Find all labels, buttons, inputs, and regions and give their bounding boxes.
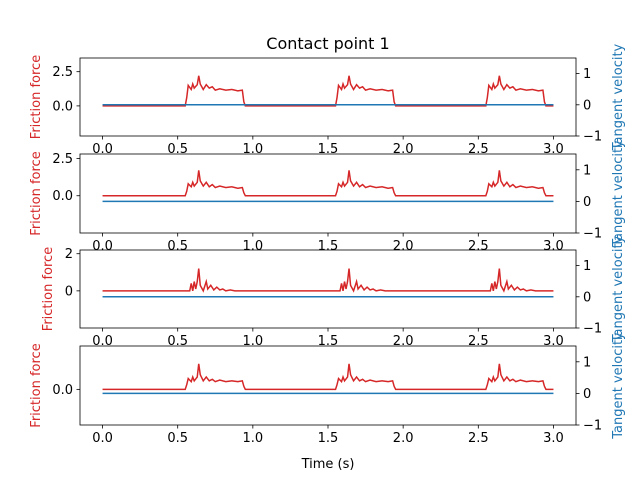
friction-force-line-3	[102, 268, 554, 293]
right-y-tick-label-3-2: 1	[583, 259, 591, 274]
x-tick-label-4-2: 1.0	[243, 431, 264, 446]
x-tick-label-1-6: 3.0	[543, 142, 564, 157]
chart-title: Contact point 1	[266, 34, 389, 53]
x-tick-label-1-1: 0.5	[167, 142, 188, 157]
axes-frame-4	[79, 345, 577, 426]
x-tick-label-4-1: 0.5	[167, 431, 188, 446]
left-y-axis-label-1: Friction force	[29, 55, 44, 139]
right-y-tick-label-2-0: −1	[583, 227, 602, 242]
x-tick-label-4-5: 2.5	[468, 431, 489, 446]
friction-force-line-4	[102, 363, 554, 391]
x-tick-label-3-1: 0.5	[167, 334, 188, 349]
left-y-axis-label-3: Friction force	[41, 247, 56, 331]
x-tick-label-2-0: 0.0	[92, 239, 113, 254]
right-y-tick-label-4-1: 0	[583, 387, 591, 402]
x-tick-label-3-6: 3.0	[543, 334, 564, 349]
left-y-tick-label-1-1: 2.5	[52, 65, 73, 80]
axes-frame-2	[79, 153, 577, 234]
left-y-axis-label-4: Friction force	[29, 343, 44, 427]
x-tick-label-2-6: 3.0	[543, 239, 564, 254]
friction-force-line-1	[102, 75, 554, 107]
x-tick-label-4-4: 2.0	[393, 431, 414, 446]
left-y-tick-label-3-1: 2	[65, 247, 73, 262]
x-tick-label-2-2: 1.0	[243, 239, 264, 254]
right-y-tick-label-2-2: 1	[583, 163, 591, 178]
subplots: 0.0 0.5 1.0 1.5 2.0 2.5 3.0 0.0 2.5 −1 0 1 Friction …	[29, 43, 626, 446]
x-axis-label: Time (s)	[301, 457, 355, 472]
x-tick-label-2-4: 2.0	[393, 239, 414, 254]
axes-frame-1	[79, 57, 577, 137]
x-tick-label-2-3: 1.5	[318, 239, 339, 254]
right-y-tick-label-4-0: −1	[583, 419, 602, 434]
x-tick-label-1-0: 0.0	[92, 142, 113, 157]
x-tick-label-1-4: 2.0	[393, 142, 414, 157]
subplot-1: 0.0 0.5 1.0 1.5 2.0 2.5 3.0 0.0 2.5 −1 0 1 Friction …	[29, 43, 626, 157]
right-y-tick-label-2-1: 0	[583, 195, 591, 210]
right-y-tick-label-1-2: 1	[583, 67, 591, 82]
x-tick-label-3-5: 2.5	[468, 334, 489, 349]
x-tick-label-4-0: 0.0	[92, 431, 113, 446]
friction-force-line-2	[102, 170, 554, 197]
x-tick-label-3-2: 1.0	[243, 334, 264, 349]
right-y-tick-label-3-0: −1	[583, 322, 602, 337]
x-tick-label-4-6: 3.0	[543, 431, 564, 446]
right-y-axis-label-3: Tangent velocity	[611, 235, 626, 343]
left-y-axis-label-2: Friction force	[29, 151, 44, 235]
right-y-tick-label-1-0: −1	[583, 130, 602, 145]
right-y-axis-label-1: Tangent velocity	[611, 43, 626, 151]
x-tick-label-1-2: 1.0	[243, 142, 264, 157]
right-y-tick-label-4-2: 1	[583, 355, 591, 370]
right-y-axis-label-2: Tangent velocity	[611, 140, 626, 248]
subplot-2: 0.0 0.5 1.0 1.5 2.0 2.5 3.0 0.0 2.5 −1 0 1 Friction …	[29, 140, 626, 254]
left-y-tick-label-4-0: 0.0	[52, 383, 73, 398]
x-tick-label-3-4: 2.0	[393, 334, 414, 349]
left-y-tick-label-2-0: 0.0	[52, 189, 73, 204]
x-tick-label-1-5: 2.5	[468, 142, 489, 157]
x-tick-label-1-3: 1.5	[318, 142, 339, 157]
subplot-3: 0.0 0.5 1.0 1.5 2.0 2.5 3.0 0 2 −1 0 1 Friction forc…	[41, 235, 626, 349]
x-tick-label-2-1: 0.5	[167, 239, 188, 254]
subplot-4: 0.0 0.5 1.0 1.5 2.0 2.5 3.0 0.0 −1 0 1 Friction for…	[29, 332, 626, 446]
axes-frame-3	[79, 249, 577, 329]
x-tick-label-4-3: 1.5	[318, 431, 339, 446]
x-tick-label-2-5: 2.5	[468, 239, 489, 254]
x-tick-label-3-0: 0.0	[92, 334, 113, 349]
left-y-tick-label-3-0: 0	[65, 284, 73, 299]
left-y-tick-label-2-1: 2.5	[52, 152, 73, 167]
right-y-axis-label-4: Tangent velocity	[611, 332, 626, 440]
right-y-tick-label-1-1: 0	[583, 98, 591, 113]
x-tick-label-3-3: 1.5	[318, 334, 339, 349]
left-y-tick-label-1-0: 0.0	[52, 99, 73, 114]
right-y-tick-label-3-1: 0	[583, 290, 591, 305]
